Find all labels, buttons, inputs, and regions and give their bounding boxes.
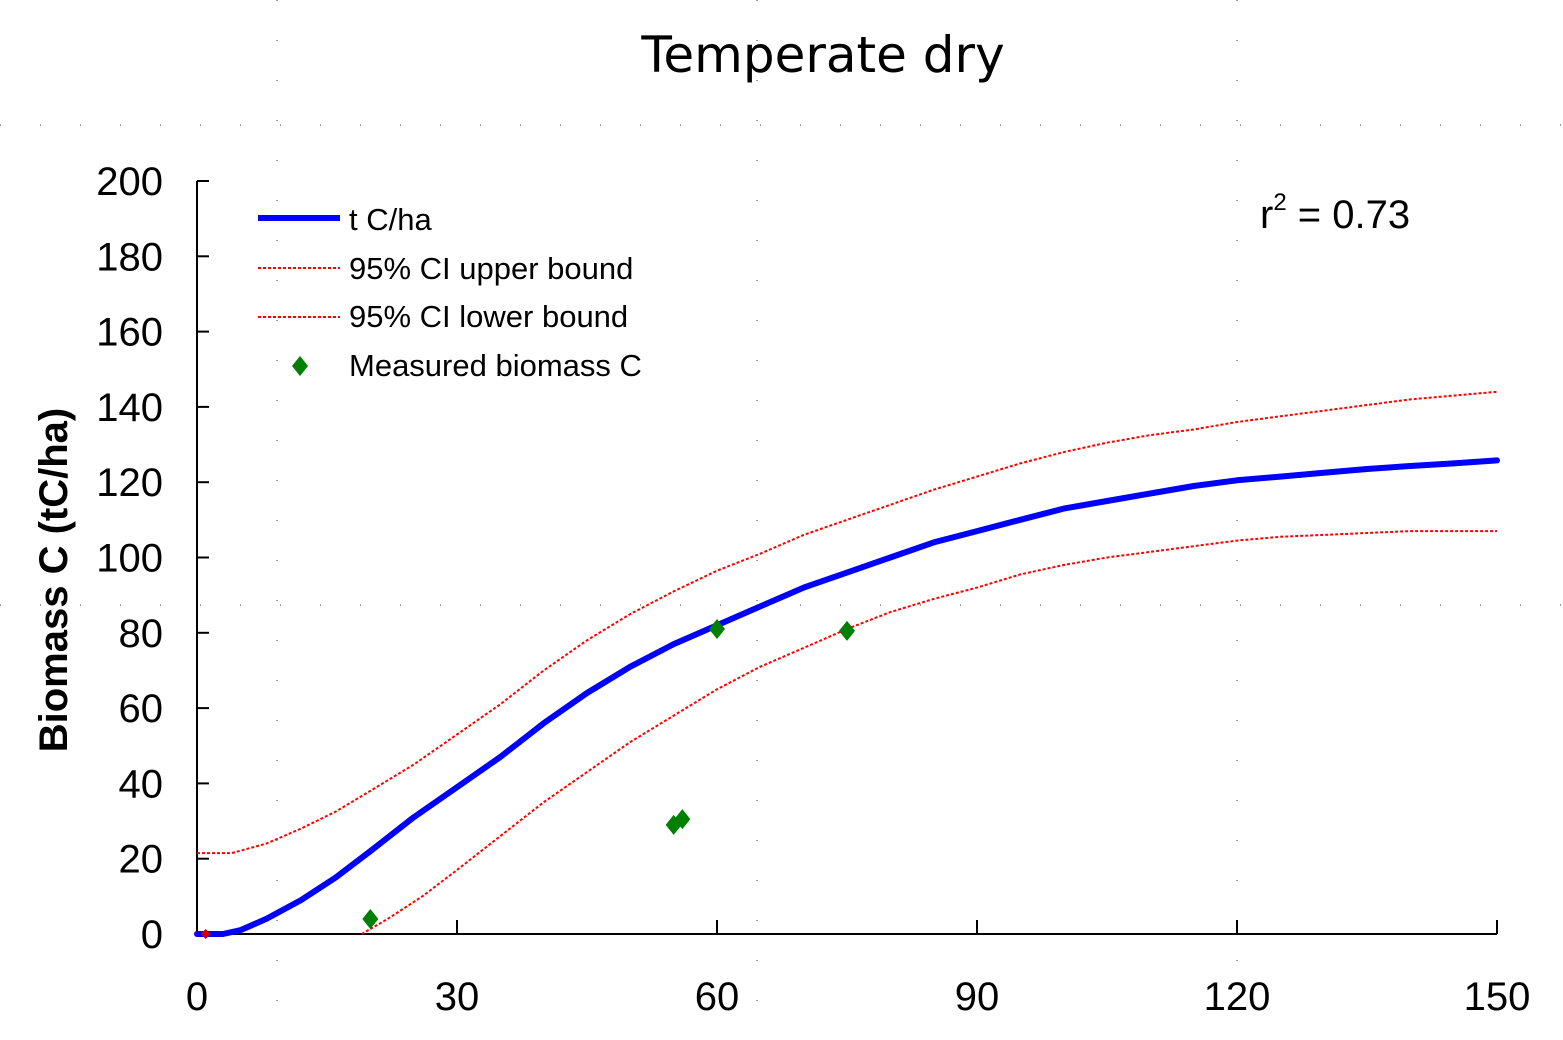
series-line-main (194, 457, 1500, 937)
y-tick-label: 20 (119, 838, 164, 882)
series-layer (194, 390, 1500, 937)
x-tick-label: 120 (1204, 975, 1271, 1019)
legend-label-ci-lower: 95% CI lower bound (349, 299, 628, 334)
axes: 0 20 40 60 80 100 120 140 160 180 200 0 30 60 90 120 150 (96, 160, 1530, 1019)
y-tick-label: 0 (141, 913, 163, 957)
x-tick-label: 90 (955, 975, 1000, 1019)
y-tick-label: 120 (96, 461, 163, 505)
measured-point (709, 619, 725, 640)
y-tick-label: 100 (96, 537, 163, 581)
y-tick-label: 160 (96, 311, 163, 355)
y-tick-label: 60 (119, 687, 164, 731)
markers-layer (200, 619, 855, 939)
y-tick-label: 140 (96, 386, 163, 430)
legend-label-main: t C/ha (349, 202, 432, 237)
legend: t C/ha 95% CI upper bound 95% CI lower b… (258, 202, 642, 383)
y-tick-label: 200 (96, 160, 163, 204)
y-tick-label: 80 (119, 612, 164, 656)
measured-point (362, 908, 379, 929)
y-tick-label: 40 (119, 762, 164, 806)
measured-point (839, 620, 855, 641)
legend-label-measured: Measured biomass C (349, 348, 642, 383)
measured-point (674, 809, 691, 830)
legend-swatch-measured (292, 356, 308, 376)
x-tick-label: 60 (695, 975, 740, 1019)
x-tick-label: 150 (1464, 975, 1531, 1019)
y-tick-label: 180 (96, 235, 163, 279)
y-axis-label: Biomass C (tC/ha) (32, 408, 76, 753)
r-squared-annotation: r2 = 0.73 (1260, 189, 1410, 237)
series-line-ci-lower (361, 530, 1497, 935)
chart-title: Temperate dry (640, 26, 1004, 84)
series-line-ci-upper (197, 390, 1498, 855)
x-tick-label: 30 (435, 975, 480, 1019)
x-tick-label: 0 (186, 975, 208, 1019)
legend-label-ci-upper: 95% CI upper bound (349, 251, 633, 286)
origin-marker (200, 929, 211, 939)
